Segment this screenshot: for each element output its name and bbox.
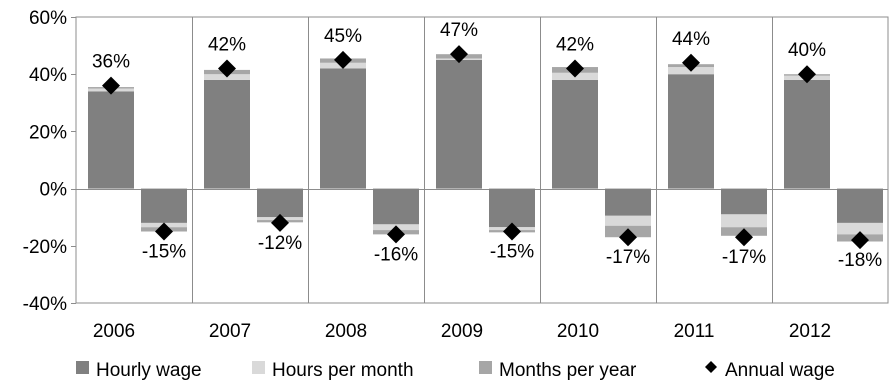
- bar-hourly-wage-positive-2012: [784, 79, 830, 189]
- y-tick-label: -40%: [23, 294, 67, 315]
- y-axis: -40% -20% 0% 20% 40% 60%: [23, 8, 76, 315]
- annual-wage-marker-positive-2008: [334, 50, 352, 69]
- annual-wage-marker-negative-2008: [387, 225, 405, 244]
- bar-hours-per-month-negative-2011: [721, 214, 767, 228]
- x-tick-label: 2009: [441, 321, 483, 342]
- plot-frame: [75, 16, 889, 304]
- bar-hourly-wage-negative-2009: [489, 188, 535, 228]
- bar-hourly-wage-positive-2006: [88, 91, 134, 189]
- x-tick-label: 2008: [325, 321, 367, 342]
- legend-swatch: [252, 361, 265, 374]
- annual-wage-label-positive-2010: 42%: [556, 34, 594, 55]
- x-tick-label: 2006: [93, 321, 135, 342]
- annual-wage-marker-positive-2012: [798, 65, 816, 84]
- legend-item-hours-per-month: Hours per month: [252, 360, 414, 381]
- legend-swatch: [76, 361, 89, 374]
- bar-hourly-wage-negative-2012: [837, 188, 883, 223]
- annual-wage-marker-positive-2011: [682, 53, 700, 72]
- bar-hours-per-month-negative-2012: [837, 222, 883, 235]
- annual-wage-label-negative-2006: -15%: [142, 242, 186, 263]
- y-tick-label: 20%: [29, 122, 67, 143]
- y-tick-label: 40%: [29, 65, 67, 86]
- annual-wage-marker-positive-2007: [218, 59, 236, 78]
- legend-label: Months per year: [499, 360, 637, 381]
- legend-item-annual-wage: Annual wage: [705, 360, 835, 381]
- legend-swatch: [705, 361, 717, 373]
- bar-hourly-wage-positive-2009: [436, 59, 482, 189]
- annual-wage-label-positive-2009: 47%: [440, 20, 478, 41]
- bar-hourly-wage-positive-2011: [668, 74, 714, 189]
- annual-wage-label-negative-2009: -15%: [490, 242, 534, 263]
- annual-wage-label-positive-2012: 40%: [788, 40, 826, 61]
- bar-hourly-wage-positive-2010: [552, 79, 598, 189]
- x-tick-label: 2010: [557, 321, 599, 342]
- y-tick-label: 60%: [29, 8, 67, 29]
- annual-wage-marker-positive-2010: [566, 59, 584, 78]
- annual-wage-marker-positive-2009: [450, 45, 468, 64]
- y-tick-label: 0%: [40, 180, 68, 201]
- annual-wage-label-negative-2010: -17%: [606, 247, 650, 268]
- bar-hourly-wage-negative-2011: [721, 188, 767, 215]
- annual-wage-label-positive-2008: 45%: [324, 26, 362, 47]
- legend-label: Annual wage: [725, 360, 835, 381]
- annual-wage-marker-negative-2006: [155, 222, 173, 241]
- bar-hours-per-month-negative-2010: [605, 215, 651, 226]
- y-tick-label: -20%: [23, 237, 67, 258]
- bar-hourly-wage-negative-2007: [257, 188, 303, 218]
- x-tick-label: 2012: [789, 321, 831, 342]
- annual-wage-marker-negative-2012: [851, 231, 869, 250]
- legend-item-months-per-year: Months per year: [479, 360, 637, 381]
- annual-wage-marker-negative-2009: [503, 222, 521, 241]
- bar-hourly-wage-positive-2007: [204, 79, 250, 189]
- x-tick-label: 2011: [674, 321, 715, 342]
- x-axis: 2006 2007 2008 2009 2010 2011 2012: [93, 321, 831, 342]
- annual-wage-label-positive-2011: 44%: [672, 29, 710, 50]
- legend: Hourly wage Hours per month Months per yea…: [76, 360, 835, 381]
- annual-wage-label-positive-2006: 36%: [92, 52, 130, 73]
- x-tick-label: 2007: [209, 321, 251, 342]
- annual-wage-label-negative-2007: -12%: [258, 233, 302, 254]
- legend-swatch: [479, 361, 492, 374]
- annual-wage-marker-negative-2011: [735, 228, 753, 247]
- bar-hourly-wage-negative-2008: [373, 188, 419, 225]
- annual-wage-marker-negative-2007: [271, 213, 289, 232]
- bar-hourly-wage-positive-2008: [320, 68, 366, 189]
- annual-wage-label-negative-2011: -17%: [722, 247, 766, 268]
- legend-item-hourly-wage: Hourly wage: [76, 360, 202, 381]
- legend-label: Hours per month: [272, 360, 414, 381]
- plot-area: 36% -15% 42% -12% 45% -16% 47% -15% 42% -17% 44% -1…: [75, 16, 889, 304]
- annual-wage-label-negative-2008: -16%: [374, 244, 418, 265]
- legend-label: Hourly wage: [96, 360, 202, 381]
- bar-hourly-wage-negative-2006: [141, 188, 187, 223]
- annual-wage-label-positive-2007: 42%: [208, 34, 246, 55]
- annual-wage-marker-positive-2006: [102, 76, 120, 95]
- annual-wage-label-negative-2012: -18%: [838, 250, 882, 271]
- bar-hourly-wage-negative-2010: [605, 188, 651, 216]
- annual-wage-marker-negative-2010: [619, 228, 637, 247]
